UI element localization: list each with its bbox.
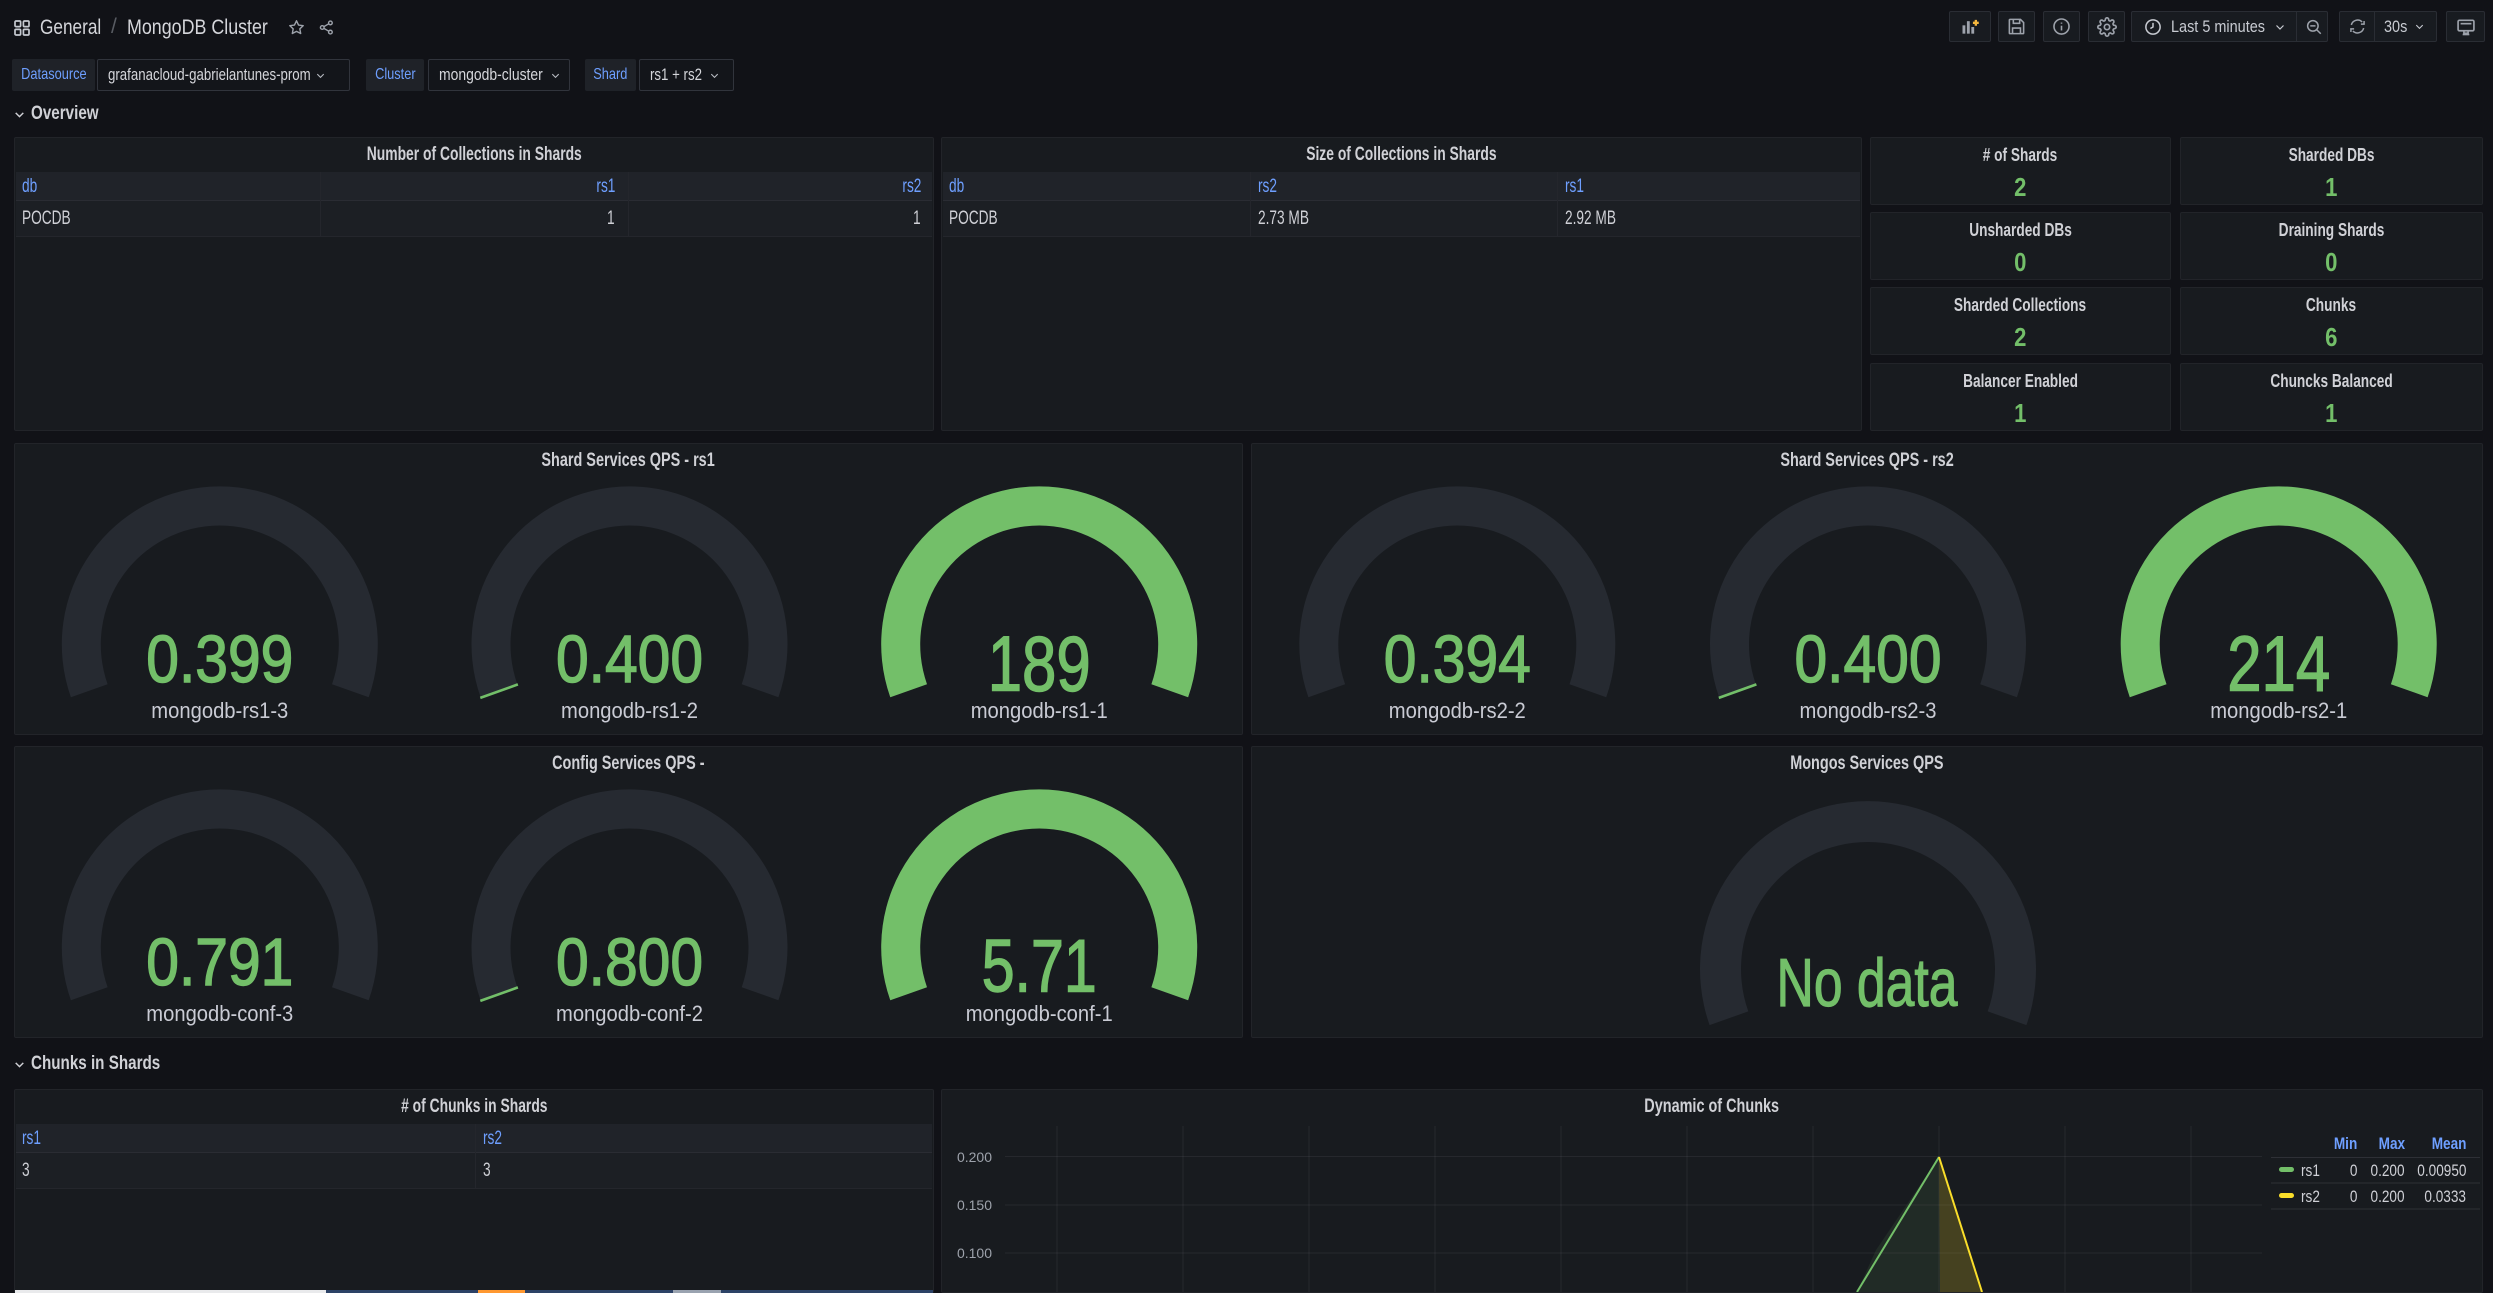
svg-text:mongodb-rs1-3: mongodb-rs1-3 — [151, 698, 288, 723]
svg-text:0.394: 0.394 — [1384, 622, 1531, 697]
svg-text:mongodb-rs2-2: mongodb-rs2-2 — [1389, 698, 1526, 723]
svg-text:mongodb-rs1-2: mongodb-rs1-2 — [561, 698, 698, 723]
svg-text:No data: No data — [1777, 945, 1958, 1021]
svg-text:mongodb-conf-1: mongodb-conf-1 — [966, 1001, 1113, 1026]
svg-text:5.71: 5.71 — [982, 925, 1097, 1008]
svg-text:mongodb-rs2-1: mongodb-rs2-1 — [2210, 698, 2347, 723]
svg-text:0.400: 0.400 — [556, 622, 703, 697]
svg-text:189: 189 — [988, 620, 1091, 708]
svg-text:mongodb-rs2-3: mongodb-rs2-3 — [1800, 698, 1937, 723]
svg-text:214: 214 — [2227, 620, 2330, 708]
svg-text:mongodb-conf-3: mongodb-conf-3 — [146, 1001, 293, 1026]
svg-text:0.400: 0.400 — [1795, 622, 1942, 697]
svg-text:0.791: 0.791 — [146, 925, 293, 1000]
svg-text:0.399: 0.399 — [146, 622, 293, 697]
svg-text:0.800: 0.800 — [556, 925, 703, 1000]
svg-text:mongodb-rs1-1: mongodb-rs1-1 — [971, 698, 1108, 723]
svg-text:mongodb-conf-2: mongodb-conf-2 — [556, 1001, 703, 1026]
